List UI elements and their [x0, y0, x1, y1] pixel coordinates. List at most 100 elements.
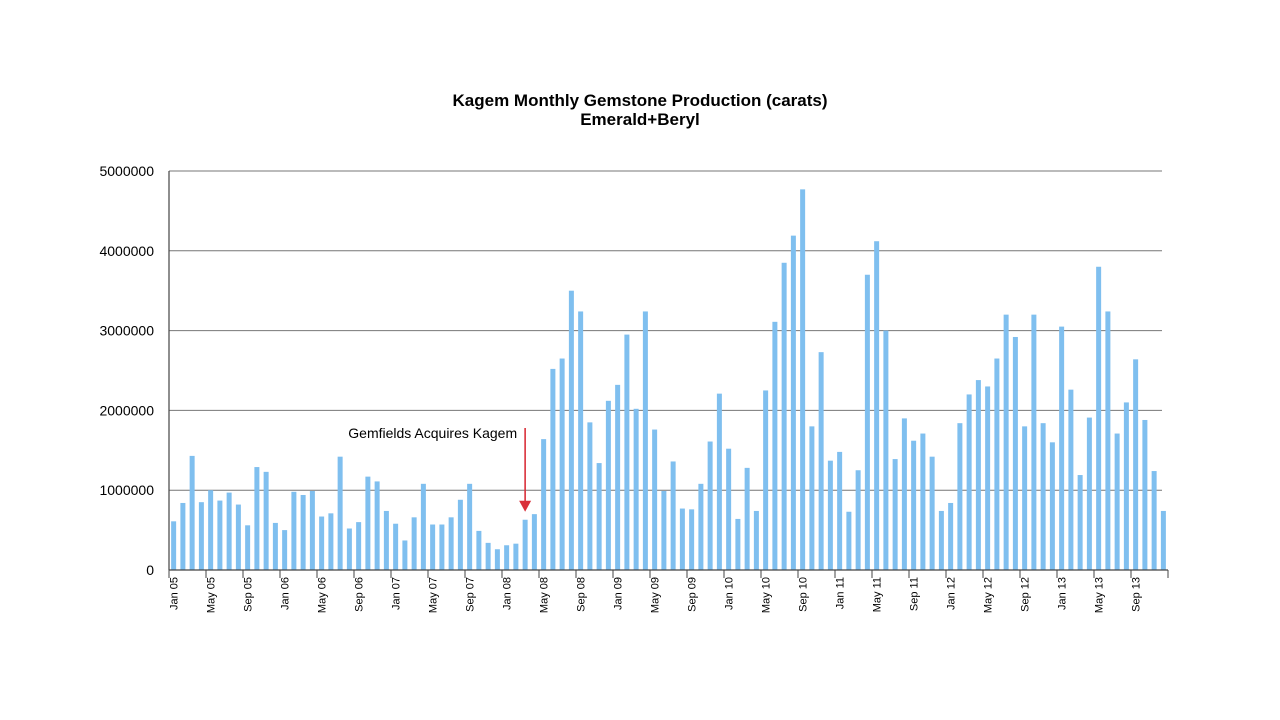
x-tick-label: Sep 06	[354, 577, 366, 612]
bar	[282, 530, 288, 570]
bar	[689, 509, 695, 570]
bar	[328, 513, 334, 570]
bar	[642, 311, 648, 570]
bar	[994, 358, 1000, 570]
bar	[661, 491, 667, 570]
bar	[1114, 433, 1120, 570]
bar	[633, 408, 639, 570]
bar	[300, 494, 306, 570]
bar	[522, 519, 528, 570]
bar	[1077, 475, 1083, 570]
x-tick-label: Sep 12	[1020, 577, 1032, 612]
x-tick-label: Sep 09	[687, 577, 699, 612]
bar	[772, 321, 778, 570]
chart-title: Kagem Monthly Gemstone Production (carat…	[453, 91, 828, 110]
bar	[541, 439, 547, 570]
bar	[189, 455, 195, 570]
bar	[226, 492, 232, 570]
bar	[837, 451, 843, 570]
axes	[168, 171, 1168, 571]
bar	[485, 542, 491, 570]
x-tick-label: Sep 11	[909, 577, 921, 611]
bar	[920, 433, 926, 570]
x-tick-label: May 11	[872, 577, 884, 612]
bar	[605, 400, 611, 570]
bar	[753, 510, 759, 570]
x-tick-label: Jan 09	[613, 577, 625, 610]
bar	[975, 380, 981, 570]
x-tick-label: May 05	[206, 577, 218, 613]
annotation-arrow-head	[519, 500, 532, 512]
y-tick-label: 5000000	[99, 163, 154, 179]
bar	[420, 483, 426, 570]
bar	[383, 510, 389, 570]
bar	[827, 460, 833, 570]
bar	[652, 429, 658, 570]
bar	[726, 448, 732, 570]
bar	[208, 490, 214, 570]
bar	[846, 511, 852, 570]
y-tick-label: 4000000	[99, 243, 154, 259]
bar	[245, 525, 251, 570]
y-tick-label: 3000000	[99, 323, 154, 339]
bar	[467, 483, 473, 570]
bar	[374, 481, 380, 570]
bar	[1160, 510, 1166, 570]
annotation-label: Gemfields Acquires Kagem	[348, 425, 517, 441]
bar	[272, 522, 278, 570]
y-tick-label: 1000000	[99, 482, 154, 498]
bar	[864, 274, 870, 570]
bar	[1031, 314, 1037, 570]
bar	[929, 456, 935, 570]
bar	[171, 521, 177, 570]
bar	[901, 418, 907, 570]
x-tick-label: May 09	[650, 577, 662, 613]
bar	[800, 189, 806, 570]
bar	[504, 545, 510, 570]
bar	[1133, 359, 1139, 570]
x-tick-label: Jan 08	[502, 577, 514, 610]
x-tick-label: Sep 07	[465, 577, 477, 612]
x-tick-label: May 08	[539, 577, 551, 613]
x-tick-label: May 13	[1094, 577, 1106, 613]
bar	[1142, 419, 1148, 570]
bar	[263, 471, 269, 570]
bar	[938, 510, 944, 570]
bar	[402, 540, 408, 570]
y-tick-label: 0	[146, 562, 154, 578]
bar	[513, 543, 519, 570]
bar	[457, 499, 463, 570]
bar	[356, 522, 362, 570]
bar	[892, 459, 898, 570]
bar	[781, 262, 787, 570]
x-tick-label: May 12	[983, 577, 995, 613]
bar	[874, 241, 880, 570]
x-tick-label: Jan 13	[1057, 577, 1069, 610]
bar	[217, 500, 223, 570]
bar	[393, 523, 399, 570]
bar	[883, 330, 889, 570]
x-tick-label: Sep 13	[1131, 577, 1143, 612]
bar	[744, 467, 750, 570]
bar	[365, 476, 371, 570]
bar	[1105, 311, 1111, 570]
bar	[1086, 417, 1092, 570]
bar	[439, 524, 445, 570]
bar	[1151, 471, 1157, 570]
bar	[1123, 402, 1129, 570]
x-tick-label: May 07	[428, 577, 440, 613]
x-tick-label: Sep 10	[798, 577, 810, 612]
bar	[587, 422, 593, 570]
x-tick-label: Jan 11	[835, 577, 847, 609]
bar	[568, 290, 574, 570]
bar	[448, 517, 454, 570]
bar	[911, 440, 917, 570]
bar	[319, 516, 325, 570]
bar	[411, 517, 417, 570]
bar	[1012, 336, 1018, 570]
bar	[818, 352, 824, 570]
x-tick-label: Sep 05	[243, 577, 255, 612]
bar	[1068, 389, 1074, 570]
x-tick-label: Jan 10	[724, 577, 736, 610]
